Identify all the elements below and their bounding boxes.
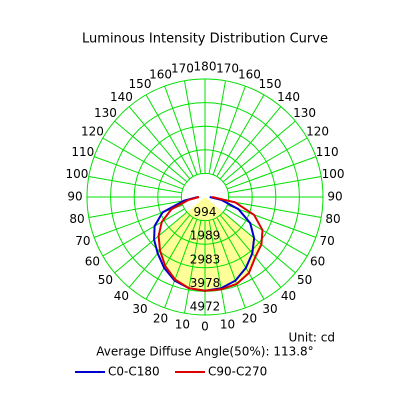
angle-tick-label: 150 bbox=[129, 77, 152, 91]
radial-line bbox=[228, 200, 322, 218]
radial-line bbox=[212, 218, 246, 309]
angle-tick-label: 130 bbox=[94, 106, 117, 120]
note: Average Diffuse Angle(50%): 113.8° bbox=[96, 345, 313, 359]
angle-tick-label: 60 bbox=[310, 255, 325, 269]
radial-line bbox=[222, 211, 296, 274]
angle-tick-label: 30 bbox=[132, 302, 147, 316]
radial-line bbox=[219, 214, 282, 288]
angle-tick-label: 20 bbox=[153, 312, 168, 326]
radial-line bbox=[226, 156, 317, 190]
angle-tick-label: 40 bbox=[114, 289, 129, 303]
angle-tick-label: 110 bbox=[71, 145, 94, 159]
r-tick-label: 4972 bbox=[190, 300, 221, 314]
radial-line bbox=[225, 208, 308, 257]
radial-line bbox=[128, 106, 191, 180]
angle-tick-label: 90 bbox=[67, 190, 82, 204]
radial-line bbox=[226, 204, 317, 238]
r-tick-label: 1989 bbox=[190, 229, 221, 243]
radial-line bbox=[225, 137, 308, 186]
chart-title: Luminous Intensity Distribution Curve bbox=[82, 32, 328, 47]
angle-tick-label: 120 bbox=[81, 125, 104, 139]
radial-line bbox=[88, 200, 182, 218]
angle-tick-label: 160 bbox=[238, 67, 261, 81]
angle-tick-label: 110 bbox=[316, 145, 339, 159]
angle-tick-label: 180 bbox=[194, 60, 217, 74]
radial-line bbox=[222, 120, 296, 183]
radial-line bbox=[102, 137, 185, 186]
radial-line bbox=[212, 85, 246, 176]
radial-line bbox=[219, 106, 282, 180]
angle-tick-label: 40 bbox=[281, 289, 296, 303]
radial-line bbox=[93, 156, 184, 190]
radial-line bbox=[208, 220, 226, 314]
radial-line bbox=[164, 218, 198, 309]
radial-line bbox=[114, 120, 188, 183]
legend-label: C90-C270 bbox=[208, 365, 267, 379]
angle-tick-label: 10 bbox=[175, 318, 190, 332]
angle-tick-label: 100 bbox=[322, 167, 345, 181]
angle-tick-label: 50 bbox=[98, 273, 113, 287]
radial-line bbox=[216, 217, 265, 300]
angle-tick-label: 10 bbox=[220, 318, 235, 332]
radial-line bbox=[145, 94, 194, 177]
radial-line bbox=[88, 176, 182, 194]
legend-label: C0-C180 bbox=[108, 365, 160, 379]
angle-tick-label: 160 bbox=[149, 67, 172, 81]
angle-tick-label: 140 bbox=[110, 90, 133, 104]
angle-tick-label: 0 bbox=[201, 320, 209, 334]
angle-tick-label: 70 bbox=[75, 234, 90, 248]
angle-tick-label: 170 bbox=[216, 61, 239, 75]
r-tick-label: 2983 bbox=[190, 252, 221, 266]
angle-tick-label: 70 bbox=[320, 234, 335, 248]
angle-tick-label: 60 bbox=[85, 255, 100, 269]
unit-label: Unit: cd bbox=[289, 331, 336, 345]
angle-tick-label: 100 bbox=[66, 167, 89, 181]
angle-tick-label: 90 bbox=[327, 190, 342, 204]
radial-line bbox=[145, 217, 194, 300]
angle-tick-label: 140 bbox=[277, 90, 300, 104]
angle-tick-label: 150 bbox=[259, 77, 282, 91]
angle-tick-label: 80 bbox=[325, 212, 340, 226]
angle-tick-label: 50 bbox=[297, 273, 312, 287]
radial-line bbox=[208, 80, 226, 174]
angle-tick-label: 120 bbox=[306, 125, 329, 139]
angle-tick-label: 30 bbox=[262, 302, 277, 316]
r-tick-label: 3978 bbox=[190, 276, 221, 290]
radial-line bbox=[228, 176, 322, 194]
intensity-curve bbox=[157, 196, 264, 292]
radial-line bbox=[184, 220, 202, 314]
angle-tick-label: 130 bbox=[293, 106, 316, 120]
radial-line bbox=[216, 94, 265, 177]
angle-tick-label: 170 bbox=[171, 61, 194, 75]
radial-line bbox=[164, 85, 198, 176]
angle-tick-label: 80 bbox=[69, 212, 84, 226]
radial-line bbox=[114, 211, 188, 274]
r-tick-label: 994 bbox=[194, 205, 217, 219]
radial-line bbox=[184, 80, 202, 174]
angle-tick-label: 20 bbox=[242, 312, 257, 326]
radial-line bbox=[102, 208, 185, 257]
